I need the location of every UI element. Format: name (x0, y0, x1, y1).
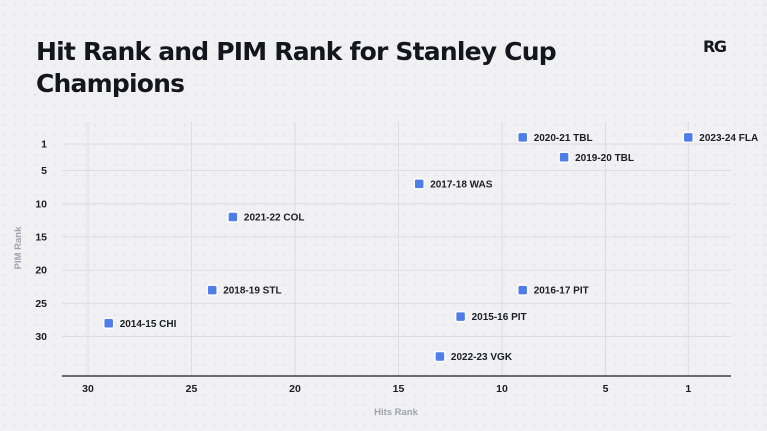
point-marker (454, 310, 467, 323)
x-tick-label: 5 (603, 383, 609, 395)
y-tick-label: 20 (35, 265, 47, 277)
y-axis-title: PIM Rank (13, 226, 24, 269)
point-label: 2016-17 PIT (534, 286, 589, 297)
point-label: 2017-18 WAS (430, 179, 493, 190)
x-tick-label: 25 (186, 383, 198, 395)
point-label: 2018-19 STL (223, 286, 281, 297)
point-label: 2019-20 TBL (575, 153, 634, 164)
y-tick-label: 10 (35, 198, 47, 210)
point-label: 2020-21 TBL (534, 133, 593, 144)
data-point: 2018-19 STL (206, 284, 282, 297)
data-point: 2014-15 CHI (102, 317, 177, 330)
grid-lines (62, 122, 731, 376)
data-point: 2016-17 PIT (516, 284, 589, 297)
data-point: 2015-16 PIT (454, 310, 527, 323)
point-label: 2021-22 COL (244, 213, 305, 224)
brand-logo: RG (703, 37, 727, 56)
point-marker (227, 211, 239, 223)
point-label: 2022-23 VGK (451, 352, 513, 363)
point-marker (206, 284, 218, 296)
y-tick-label: 25 (35, 298, 47, 310)
data-point: 2020-21 TBL (516, 131, 593, 144)
y-tick-label: 30 (35, 331, 47, 343)
point-marker (102, 317, 115, 330)
x-tick-label: 30 (82, 383, 94, 395)
x-tick-label: 1 (685, 383, 691, 395)
data-points: 2020-21 TBL 2023-24 FLA 2019-20 TBL 2017-18… (102, 131, 758, 363)
point-marker (516, 284, 529, 296)
point-marker (682, 131, 695, 144)
y-tick-label: 1 (41, 139, 47, 151)
y-tick-label: 15 (35, 231, 47, 243)
x-tick-label: 20 (289, 383, 301, 395)
y-tick-label: 5 (41, 165, 47, 177)
data-point: 2022-23 VGK (434, 350, 513, 363)
data-point: 2017-18 WAS (413, 178, 493, 190)
data-point: 2019-20 TBL (558, 151, 634, 164)
data-point: 2021-22 COL (227, 211, 305, 224)
point-marker (558, 151, 570, 164)
point-label: 2015-16 PIT (472, 312, 527, 323)
data-point: 2023-24 FLA (682, 131, 758, 144)
chart-title: Hit Rank and PIM Rank for Stanley Cup Ch… (36, 37, 557, 98)
point-label: 2023-24 FLA (699, 133, 758, 144)
x-tick-label: 10 (496, 383, 508, 395)
point-label: 2014-15 CHI (120, 319, 177, 330)
x-axis-title: Hits Rank (374, 407, 419, 418)
point-marker (413, 178, 425, 190)
x-tick-label: 15 (393, 383, 405, 395)
point-marker (434, 350, 446, 363)
point-marker (516, 131, 529, 144)
